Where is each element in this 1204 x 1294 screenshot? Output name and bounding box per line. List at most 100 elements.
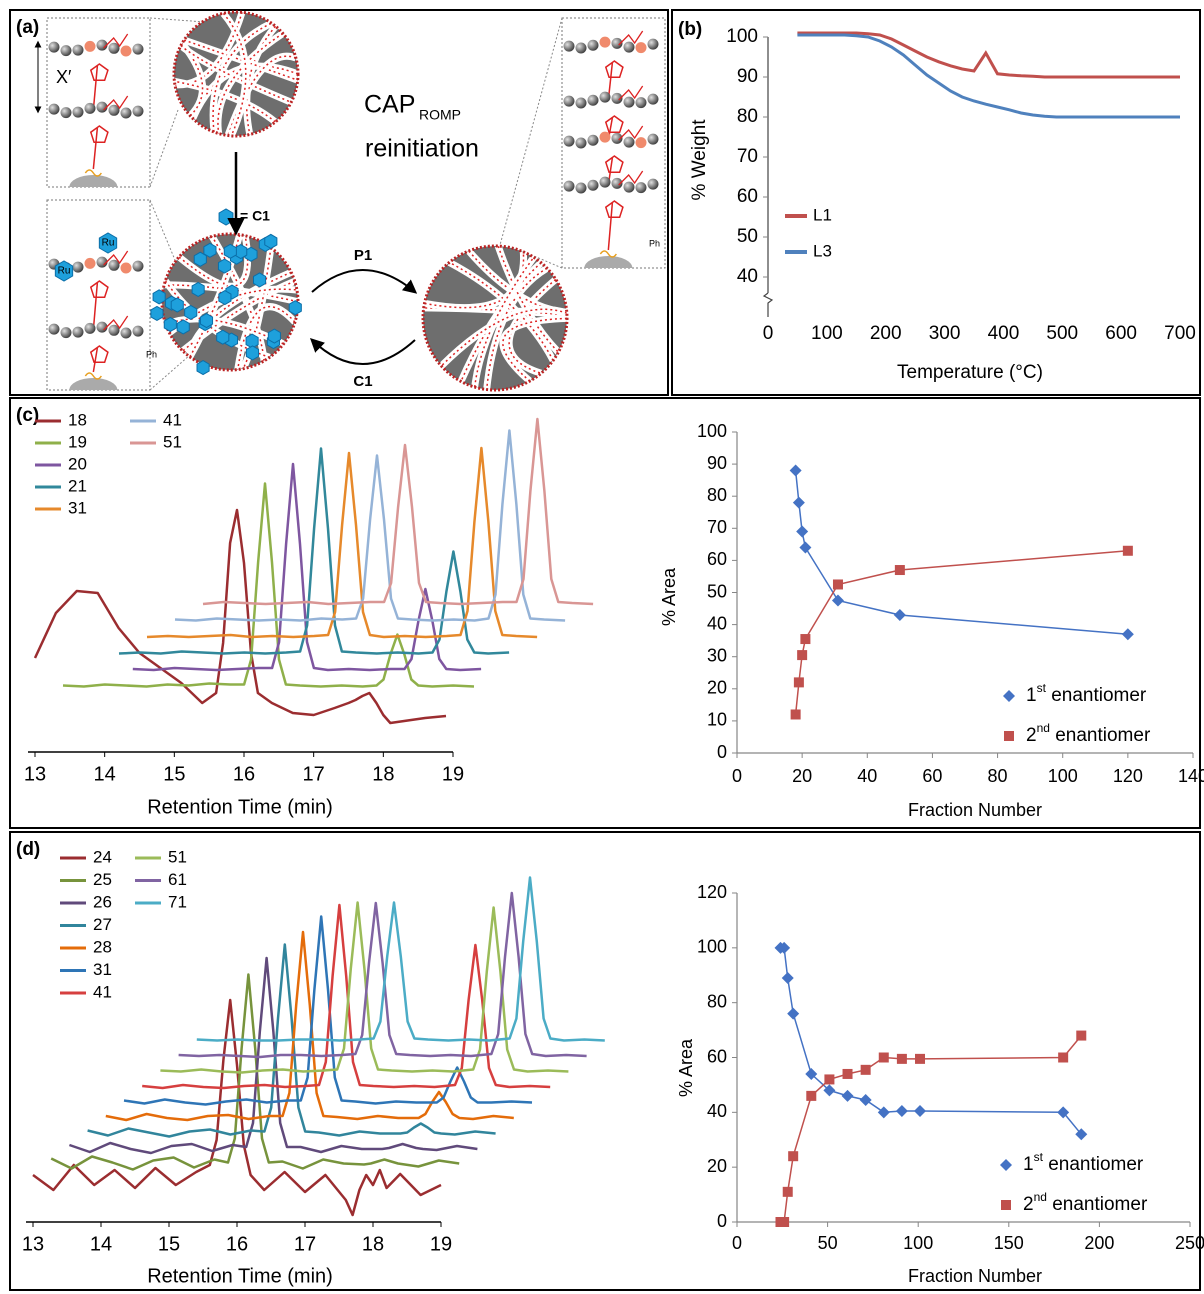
x-tick-label: 13	[22, 1233, 44, 1255]
legend-label: L3	[813, 241, 832, 260]
linker	[92, 65, 99, 111]
diamond-marker	[799, 541, 812, 554]
diamond-marker	[895, 1104, 908, 1117]
catalyst-hexagon	[176, 319, 190, 335]
catalyst-hexagon	[218, 289, 232, 306]
anchor	[84, 372, 102, 380]
axis-break	[762, 292, 774, 317]
square-marker	[878, 1052, 889, 1063]
x-tick-label: 700	[1164, 323, 1196, 344]
monomer-ball	[587, 94, 599, 106]
brush-strand	[618, 85, 644, 101]
zoom-line	[499, 17, 563, 246]
square-marker	[894, 565, 905, 576]
brush-strand	[103, 315, 129, 331]
y-tick-label: 20	[707, 678, 727, 698]
monomer-ball	[84, 102, 96, 114]
x-tick-label: 17	[294, 1233, 316, 1255]
y-tick-label: 40	[707, 1101, 727, 1121]
x-tick-label: 500	[1046, 323, 1078, 344]
cycle-arrow	[311, 269, 418, 294]
monomer-ball	[623, 181, 635, 193]
brush-strand	[618, 125, 644, 141]
x-tick-label: 600	[1105, 323, 1137, 344]
x-tick-label: 100	[903, 1233, 933, 1253]
monomer-ball	[623, 96, 635, 108]
y-axis-label: % Area	[659, 567, 679, 626]
diamond-marker	[789, 464, 802, 477]
catalyst-hexagon	[199, 312, 214, 329]
cycle-arrow	[309, 338, 416, 365]
ring	[89, 345, 109, 364]
square-marker	[793, 677, 804, 688]
x-axis-label: Fraction Number	[908, 800, 1042, 820]
x-tick-label: 17	[303, 763, 325, 785]
crack-brush	[485, 267, 548, 390]
diamond-marker	[841, 1089, 854, 1102]
x-tick-label: 200	[1084, 1233, 1114, 1253]
x-tick-label: 15	[158, 1233, 180, 1255]
legend-label: 51	[168, 847, 187, 866]
monomer-ball	[599, 176, 611, 188]
monomer-ball	[623, 41, 635, 53]
crack-brush	[212, 22, 272, 133]
ring	[604, 115, 624, 134]
monomer-ball	[647, 38, 659, 50]
monomer-ball	[96, 321, 108, 333]
substrate	[69, 175, 118, 187]
catalyst-hexagon	[150, 305, 164, 322]
diamond-marker	[787, 1007, 800, 1020]
spacing-label: X′	[56, 67, 72, 87]
y-tick-label: 0	[717, 1211, 727, 1231]
crack-brush	[502, 317, 567, 382]
atom-label: Ru	[58, 266, 71, 277]
monomer-ball	[575, 42, 587, 54]
crack-brush	[236, 305, 296, 370]
brush-strand	[618, 30, 644, 46]
diamond-marker	[1075, 1128, 1088, 1141]
monomer-ball	[635, 182, 647, 194]
anchor	[599, 250, 617, 258]
diamond-marker	[893, 608, 906, 621]
chromatogram-trace	[68, 956, 478, 1155]
x-tick-label: 18	[362, 1233, 384, 1255]
square-marker	[797, 650, 808, 661]
chromatogram-trace	[123, 915, 533, 1106]
y-tick-label: 90	[707, 453, 727, 473]
chromatogram-trace	[87, 943, 496, 1138]
legend-label: 28	[93, 937, 112, 956]
y-tick-label: 100	[697, 937, 727, 957]
linker	[607, 202, 614, 251]
monomer-ball	[48, 323, 60, 335]
monomer-ball	[60, 327, 72, 339]
chromatogram-trace	[146, 446, 538, 639]
monomer-ball	[575, 97, 587, 109]
square-marker	[800, 634, 811, 645]
monomer-ball	[72, 44, 84, 56]
key-label: = C1	[240, 208, 270, 224]
ring	[89, 280, 109, 299]
panel-frame	[9, 397, 1201, 829]
legend-label: 2nd enantiomer	[1026, 721, 1151, 746]
diamond-marker	[1057, 1106, 1070, 1119]
x-tick-label: 18	[372, 763, 394, 785]
monomer-ball	[72, 326, 84, 338]
ring	[89, 125, 109, 144]
legend-label: 25	[93, 870, 112, 889]
monomer-ball	[599, 36, 611, 48]
catalyst-hexagon	[267, 328, 281, 344]
panel-label: (a)	[16, 17, 39, 38]
monomer-ball	[563, 135, 575, 147]
atom-label: Ru	[102, 238, 115, 249]
x-tick-label: 0	[763, 323, 774, 344]
monomer-ball	[72, 261, 84, 273]
x-tick-label: 60	[922, 766, 942, 786]
x-tick-label: 40	[857, 766, 877, 786]
square-marker	[806, 1090, 817, 1101]
x-tick-label: 200	[870, 323, 902, 344]
x-tick-label: 140	[1178, 766, 1204, 786]
square-marker	[824, 1074, 835, 1085]
x-axis-label: Temperature (°C)	[897, 362, 1043, 383]
diamond-marker	[778, 941, 791, 954]
